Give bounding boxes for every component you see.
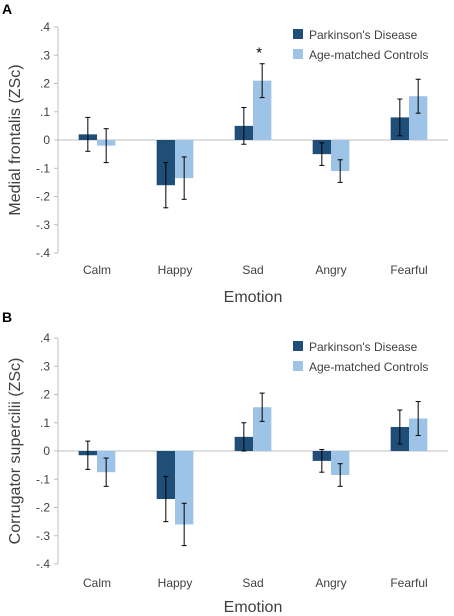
y-tick-label: .3	[40, 359, 50, 373]
bar	[331, 451, 350, 476]
legend-swatch	[293, 361, 303, 371]
y-tick-label: -.4	[36, 557, 50, 571]
y-tick-label: 0	[43, 444, 50, 458]
y-tick-label: -.1	[36, 472, 50, 486]
legend-swatch	[293, 29, 303, 39]
y-tick-label: -.2	[36, 501, 50, 515]
bar	[175, 451, 194, 525]
y-tick-label: .4	[40, 331, 50, 345]
y-tick-label: 0	[43, 133, 50, 147]
y-tick-label: -.3	[36, 218, 50, 232]
legend-entry: Age-matched Controls	[309, 360, 428, 374]
legend-swatch	[293, 49, 303, 59]
x-tick-label: Calm	[83, 263, 111, 277]
y-tick-label: .3	[40, 48, 50, 62]
y-tick-label: -.3	[36, 529, 50, 543]
x-tick-label: Angry	[315, 263, 346, 277]
x-axis-title: Emotion	[224, 289, 283, 306]
y-tick-label: .1	[40, 105, 50, 119]
x-tick-label: Fearful	[390, 576, 427, 590]
x-tick-label: Angry	[315, 576, 346, 590]
x-tick-label: Sad	[242, 263, 263, 277]
chart-panel-a: A -.4 -.3 -.2 -.1 0 .1 .2 .3 .4 Calm Happy Sad Angry F…	[2, 1, 448, 306]
y-tick-label: -.1	[36, 161, 50, 175]
y-tick-label: -.2	[36, 190, 50, 204]
bar	[409, 96, 428, 140]
y-axis-title: Medial frontalis (ZSc)	[7, 64, 24, 215]
y-tick-label: -.4	[36, 246, 50, 260]
bar	[253, 407, 272, 451]
y-tick-label: .4	[40, 20, 50, 34]
x-tick-label: Sad	[242, 576, 263, 590]
y-tick-label: .2	[40, 388, 50, 402]
legend-entry: Parkinson's Disease	[309, 340, 418, 354]
bar	[331, 140, 350, 172]
y-tick-label: .2	[40, 77, 50, 91]
legend-entry: Age-matched Controls	[309, 48, 428, 62]
panel-label: A	[2, 1, 12, 17]
legend: Parkinson's Disease Age-matched Controls	[293, 28, 428, 62]
legend: Parkinson's Disease Age-matched Controls	[293, 340, 428, 374]
y-axis-title: Corrugator supercilii (ZSc)	[7, 358, 24, 545]
x-tick-label: Happy	[158, 263, 193, 277]
significance-annotation: *	[256, 45, 262, 62]
x-tick-label: Calm	[83, 576, 111, 590]
x-tick-label: Happy	[158, 576, 193, 590]
legend-entry: Parkinson's Disease	[309, 28, 418, 42]
panel-label: B	[2, 309, 12, 325]
y-tick-label: .1	[40, 416, 50, 430]
x-tick-label: Fearful	[390, 263, 427, 277]
chart-panel-b: B -.4 -.3 -.2 -.1 0 .1 .2 .3 .4 Calm Happy Sad Angry F…	[2, 309, 448, 616]
bar	[156, 451, 175, 500]
x-axis-title: Emotion	[224, 599, 283, 616]
legend-swatch	[293, 341, 303, 351]
bar	[253, 80, 272, 140]
